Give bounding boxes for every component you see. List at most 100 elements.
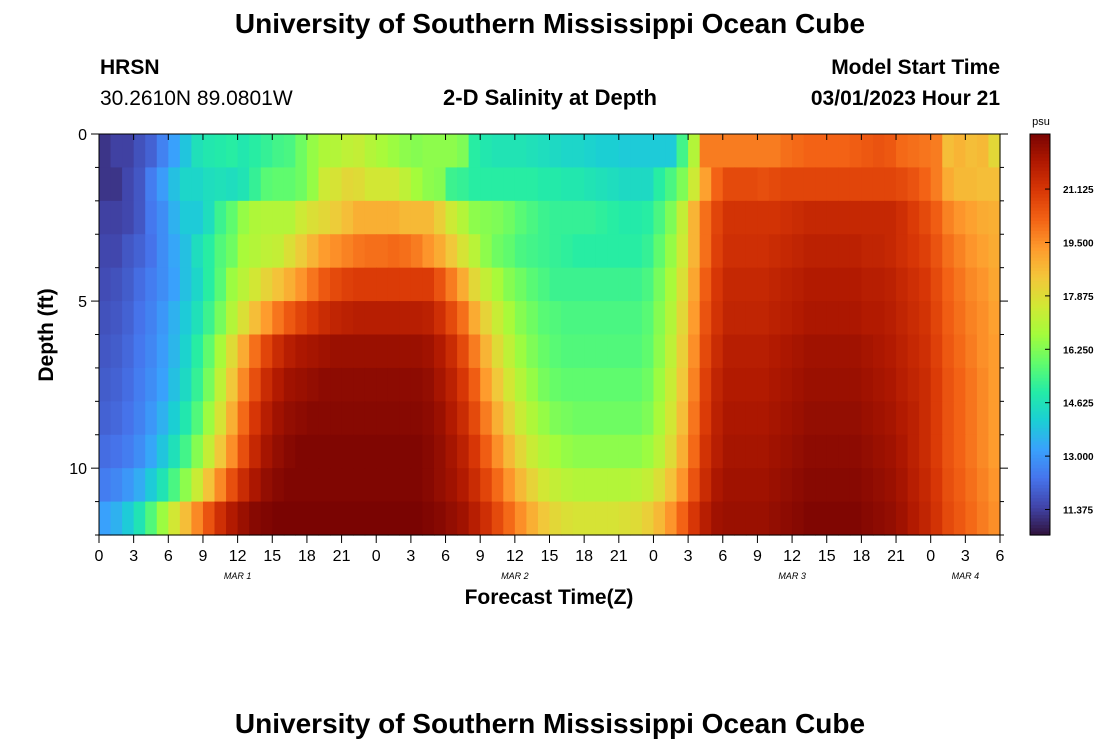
x-tick-label: 15	[263, 548, 281, 565]
heatmap-cell	[699, 267, 712, 302]
heatmap-cell	[942, 434, 955, 469]
colorbar-segment	[1030, 461, 1050, 466]
heatmap-cell	[295, 367, 308, 402]
heatmap-cell	[214, 234, 227, 269]
heatmap-cell	[861, 301, 874, 336]
heatmap-cell	[445, 401, 458, 436]
heatmap-cell	[156, 501, 169, 536]
heatmap-cell	[872, 301, 886, 336]
heatmap-cell	[676, 468, 689, 503]
heatmap-cell	[122, 301, 135, 336]
heatmap-cell	[514, 167, 527, 202]
heatmap-cell	[399, 501, 412, 536]
colorbar-segment	[1030, 240, 1050, 245]
heatmap-cell	[237, 267, 250, 302]
heatmap-cell	[318, 434, 331, 469]
colorbar-segment	[1030, 448, 1050, 453]
heatmap-cell	[145, 167, 158, 202]
heatmap-cell	[191, 234, 204, 269]
heatmap-cell	[168, 234, 181, 269]
heatmap-cell	[318, 267, 331, 302]
heatmap-cell	[341, 167, 354, 202]
heatmap-cell	[896, 501, 909, 536]
heatmap-cell	[422, 234, 435, 269]
heatmap-cell	[884, 401, 897, 436]
heatmap-cell	[537, 501, 551, 536]
heatmap-cell	[260, 134, 273, 169]
heatmap-cell	[815, 367, 828, 402]
heatmap-cell	[942, 468, 955, 503]
heatmap-cell	[849, 134, 862, 169]
heatmap-cell	[826, 334, 839, 369]
heatmap-cell	[861, 234, 874, 269]
heatmap-cell	[306, 200, 320, 235]
heatmap-cell	[433, 200, 447, 235]
colorbar-segment	[1030, 494, 1050, 499]
heatmap-cell	[202, 334, 216, 369]
heatmap-cell	[330, 234, 343, 269]
heatmap-cell	[122, 134, 135, 169]
heatmap-cell	[260, 267, 273, 302]
heatmap-cell	[849, 501, 862, 536]
heatmap-cell	[676, 301, 689, 336]
heatmap-cell	[526, 134, 539, 169]
heatmap-cell	[433, 234, 447, 269]
colorbar-segment	[1030, 491, 1050, 496]
heatmap-cell	[179, 501, 193, 536]
heatmap-cell	[907, 234, 920, 269]
heatmap-cell	[364, 334, 377, 369]
heatmap-cell	[491, 301, 504, 336]
heatmap-cell	[260, 301, 273, 336]
heatmap-cell	[179, 267, 193, 302]
heatmap-cell	[514, 200, 527, 235]
colorbar-segment	[1030, 524, 1050, 529]
model-start-time: 03/01/2023 Hour 21	[810, 87, 1000, 110]
heatmap-cell	[884, 301, 897, 336]
heatmap-cell	[930, 234, 943, 269]
heatmap-cell	[364, 234, 377, 269]
heatmap-cell	[306, 501, 320, 536]
heatmap-cell	[630, 267, 643, 302]
heatmap-cell	[364, 200, 377, 235]
colorbar-segment	[1030, 397, 1050, 402]
heatmap-cell	[122, 501, 135, 536]
heatmap-cell	[976, 134, 990, 169]
heatmap-cell	[283, 301, 296, 336]
heatmap-cell	[884, 200, 897, 235]
heatmap-cell	[965, 468, 978, 503]
heatmap-cell	[422, 134, 435, 169]
footer-title: University of Southern Mississippi Ocean…	[234, 708, 866, 739]
colorbar-segment	[1030, 157, 1050, 162]
heatmap-cell	[168, 367, 181, 402]
heatmap-cell	[561, 501, 574, 536]
colorbar-segment	[1030, 384, 1050, 389]
heatmap-cell	[457, 468, 470, 503]
colorbar-segment	[1030, 291, 1050, 295]
heatmap-cell	[976, 501, 990, 536]
heatmap-cell	[537, 134, 551, 169]
heatmap-cell	[491, 200, 504, 235]
heatmap-cell	[745, 134, 759, 169]
heatmap-cell	[491, 501, 504, 536]
heatmap-cell	[861, 200, 874, 235]
heatmap-cell	[688, 401, 701, 436]
heatmap-cell	[99, 401, 112, 436]
heatmap-cell	[341, 334, 354, 369]
y-axis: 0 5 10	[69, 127, 1008, 536]
heatmap-cell	[422, 200, 435, 235]
heatmap-cell	[976, 267, 990, 302]
salinity-heatmap-chart: 0 3 6 9 12 15 18 21 0 3 6 9 12 15 18 21 0 3 6 9 12 15 18 21 0 3 6 M…	[35, 116, 1094, 609]
heatmap-cell	[665, 468, 678, 503]
heatmap-cell	[688, 301, 701, 336]
heatmap-cell	[399, 134, 412, 169]
heatmap-cell	[226, 234, 239, 269]
heatmap-cell	[353, 134, 366, 169]
colorbar-segment	[1030, 230, 1050, 235]
heatmap-cell	[572, 167, 585, 202]
x-tick-label: 3	[961, 548, 970, 565]
heatmap-cell	[757, 401, 770, 436]
heatmap-cell	[526, 401, 539, 436]
heatmap-cell	[607, 267, 620, 302]
heatmap-cell	[514, 501, 527, 536]
heatmap-cell	[803, 501, 816, 536]
